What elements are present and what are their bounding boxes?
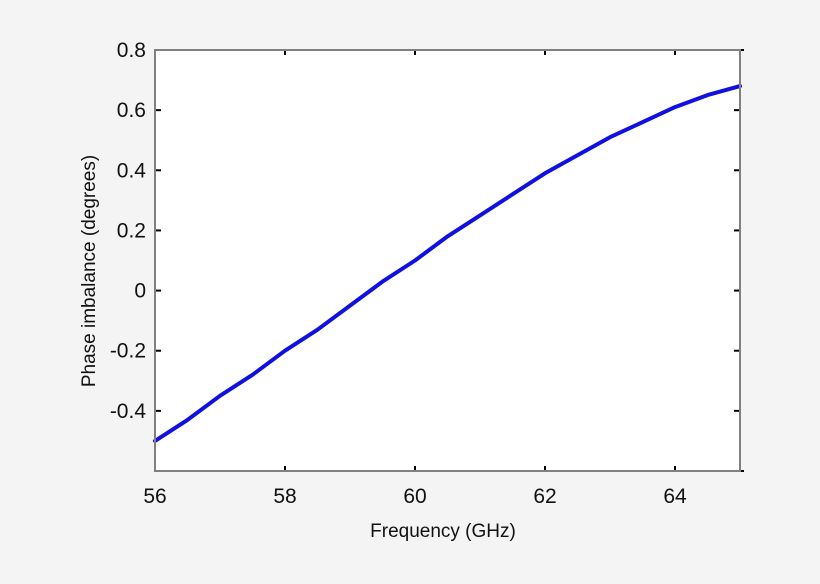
y-tick-label: -0.4 — [110, 400, 147, 423]
x-tick-label: 58 — [273, 485, 296, 508]
y-tick-label: 0 — [134, 280, 146, 303]
plot-area — [155, 50, 740, 471]
y-tick-label: 0.6 — [117, 99, 146, 122]
y-tick-label: -0.2 — [110, 340, 146, 363]
y-tick-label: 0.4 — [117, 159, 147, 182]
x-axis-label: Frequency (GHz) — [370, 521, 516, 542]
y-tick-label: 0.8 — [117, 39, 146, 62]
plot-frame — [154, 49, 741, 472]
x-tick-label: 64 — [663, 485, 687, 508]
x-tick-label: 60 — [403, 485, 426, 508]
data-series-line — [153, 84, 742, 443]
x-tick-label: 56 — [143, 485, 166, 508]
y-tick-label: 0.2 — [117, 219, 146, 242]
x-tick-labels: 56 58 60 62 64 — [143, 485, 687, 508]
y-axis-label: Phase imbalance (degrees) — [79, 155, 100, 387]
y-tick-labels: 0.8 0.6 0.4 0.2 0 -0.2 -0.4 — [110, 39, 147, 423]
x-tick-label: 62 — [533, 485, 556, 508]
